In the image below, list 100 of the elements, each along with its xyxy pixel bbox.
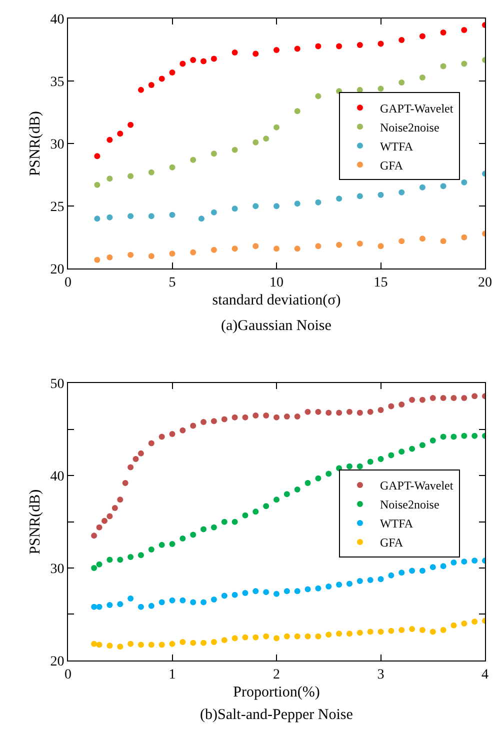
point [378,243,384,250]
point [284,413,290,420]
point [440,183,446,190]
legend-label: GAPT-Wavelet [380,478,454,493]
point [200,58,207,64]
point [398,189,405,196]
point [315,633,322,640]
point [326,632,332,638]
point [440,29,446,36]
point [398,79,405,86]
point [304,586,311,592]
point [367,577,374,584]
point [409,568,416,574]
point [91,565,98,572]
point [367,408,374,415]
y-tick-label: 30 [50,138,64,153]
point [315,408,322,415]
point [440,626,446,633]
point [461,558,468,565]
point [252,139,259,146]
point [252,50,259,57]
point [190,640,196,646]
legend-label: WTFA [380,516,414,531]
point [232,49,238,56]
point [91,640,98,647]
point [190,249,196,256]
point [388,452,394,458]
point [128,554,134,560]
point [398,448,405,455]
point [409,446,416,452]
point [450,559,457,566]
point [138,450,144,456]
point [106,513,113,520]
point [128,173,134,180]
x-tick-label: 2 [273,667,280,682]
point [378,86,384,92]
point [158,599,165,606]
point [356,463,363,470]
point [210,524,217,530]
point [274,246,280,252]
point [91,604,98,610]
point [378,40,384,47]
point [450,622,457,628]
point [274,124,280,130]
point [101,518,108,524]
point [242,590,248,596]
point [315,243,322,250]
y-tick-label: 50 [50,377,64,392]
point [263,633,270,640]
point [294,486,300,492]
text: (b)Salt-and-Pepper Noise [200,707,354,723]
x-tick-label: 10 [270,275,284,290]
point [169,164,176,170]
point [148,82,154,88]
point [180,427,186,434]
point [148,546,154,553]
point [106,176,113,182]
point [128,252,134,258]
point [117,601,124,608]
point [158,434,165,440]
x-tick-label: 20 [478,275,492,290]
point [180,638,186,645]
point [356,193,363,200]
point [388,628,394,634]
point [336,582,342,588]
point [356,42,363,48]
point [356,410,363,416]
text: (a)Gaussian Noise [221,318,332,334]
point [419,442,426,448]
point [169,69,176,76]
point [169,597,176,604]
x-tick-label: 4 [482,667,488,682]
point [148,602,154,609]
point [128,596,134,602]
point [419,74,426,80]
point [409,396,416,403]
point [210,638,217,645]
point [106,214,113,220]
point [440,238,446,244]
y-tick-label: 20 [50,654,64,670]
y-tick-label: 25 [50,200,64,216]
point [221,592,228,599]
point [210,596,217,602]
point [180,535,186,542]
point [210,209,217,216]
point [356,240,363,247]
point [336,630,342,637]
point [138,552,144,558]
point [252,634,259,640]
point [274,414,280,420]
point [326,470,332,477]
point [304,408,311,415]
point [378,628,384,635]
point [96,524,102,530]
point [461,179,468,186]
point [346,580,352,587]
point [398,626,405,633]
x-tick-label: 15 [374,275,388,290]
legend-label: WTFA [380,139,414,154]
point [148,253,154,260]
